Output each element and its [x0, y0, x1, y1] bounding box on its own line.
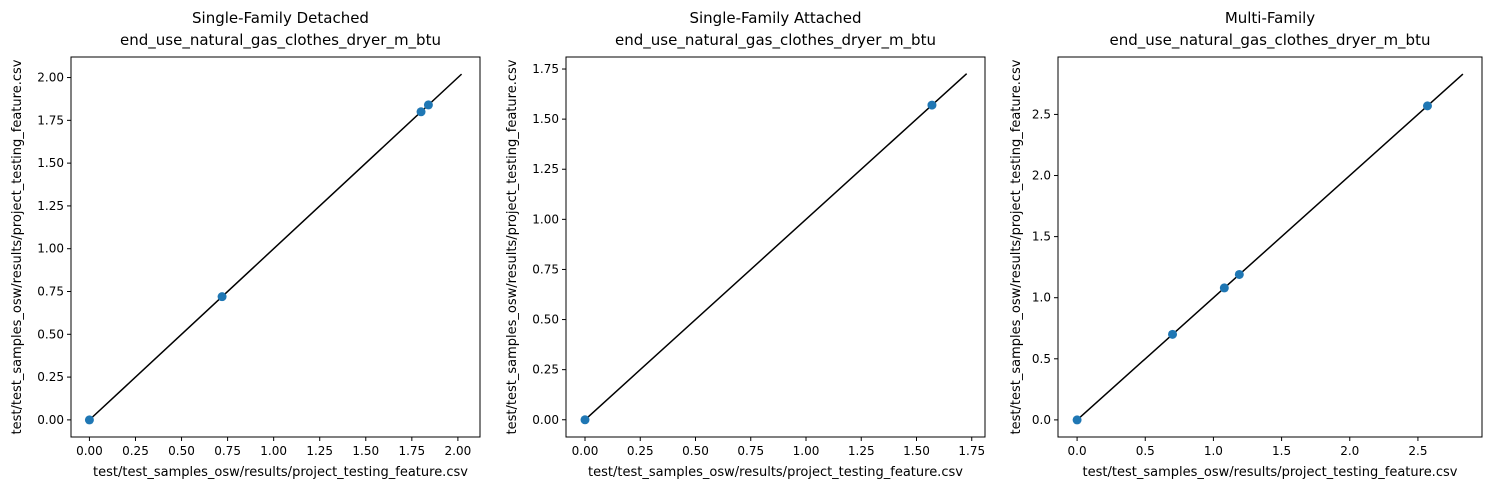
- x-tick-label: 1.75: [958, 444, 985, 458]
- y-tick-label: 2.5: [1032, 107, 1051, 121]
- x-tick-label: 0.25: [627, 444, 654, 458]
- y-tick-label: 0.5: [1032, 352, 1051, 366]
- y-tick-label: 0.75: [37, 285, 64, 299]
- x-tick-label: 1.75: [398, 444, 425, 458]
- y-axis-label: test/test_samples_osw/results/project_te…: [10, 59, 25, 434]
- x-tick-label: 0.75: [737, 444, 764, 458]
- y-tick-label: 0.25: [37, 370, 64, 384]
- y-tick-label: 0.00: [37, 413, 64, 427]
- y-tick-label: 1.75: [532, 62, 559, 76]
- y-tick-label: 1.0: [1032, 291, 1051, 305]
- y-tick-label: 0.50: [532, 313, 559, 327]
- panel-title: Single-Family Attached: [689, 9, 861, 27]
- x-axis-label: test/test_samples_osw/results/project_te…: [1083, 465, 1458, 480]
- scatter-point: [580, 415, 590, 425]
- panel-title: Multi-Family: [1225, 9, 1315, 27]
- x-tick-label: 2.0: [1340, 444, 1359, 458]
- x-tick-label: 0.75: [214, 444, 241, 458]
- scatter-point: [1219, 283, 1229, 293]
- y-tick-label: 1.00: [37, 242, 64, 256]
- scatter-point: [423, 100, 433, 110]
- plot-frame: [1057, 56, 1483, 438]
- x-tick-label: 1.25: [306, 444, 333, 458]
- scatter-point: [1422, 101, 1432, 111]
- x-tick-label: 0.0: [1068, 444, 1087, 458]
- y-tick-label: 0.50: [37, 327, 64, 341]
- panel-subtitle: end_use_natural_gas_clothes_dryer_m_btu: [1110, 31, 1431, 50]
- y-tick-label: 1.50: [532, 112, 559, 126]
- y-tick-label: 1.50: [37, 156, 64, 170]
- y-tick-label: 2.0: [1032, 169, 1051, 183]
- panel-subtitle: end_use_natural_gas_clothes_dryer_m_btu: [615, 31, 936, 50]
- scatter-point: [416, 107, 426, 117]
- scatter-point: [1234, 269, 1244, 279]
- x-tick-label: 1.00: [793, 444, 820, 458]
- y-tick-label: 0.0: [1032, 413, 1051, 427]
- x-tick-label: 0.25: [122, 444, 149, 458]
- y-tick-label: 1.75: [37, 113, 64, 127]
- identity-line: [584, 73, 968, 421]
- x-tick-label: 1.0: [1204, 444, 1223, 458]
- x-tick-label: 1.50: [352, 444, 379, 458]
- y-tick-label: 0.75: [532, 262, 559, 276]
- x-tick-label: 0.50: [682, 444, 709, 458]
- x-axis-label: test/test_samples_osw/results/project_te…: [588, 465, 963, 480]
- x-tick-label: 2.00: [445, 444, 472, 458]
- identity-line: [1076, 73, 1464, 421]
- scatter-point: [84, 415, 94, 425]
- scatter-point: [927, 100, 937, 110]
- x-tick-label: 0.00: [572, 444, 599, 458]
- x-tick-label: 0.00: [76, 444, 103, 458]
- plot-frame: [565, 56, 986, 438]
- y-axis-label: test/test_samples_osw/results/project_te…: [505, 59, 520, 434]
- x-tick-label: 0.50: [168, 444, 195, 458]
- y-tick-label: 1.00: [532, 212, 559, 226]
- panel-multi-family: Multi-Family end_use_natural_gas_clothes…: [1009, 9, 1483, 480]
- x-tick-label: 1.00: [260, 444, 287, 458]
- x-tick-label: 1.25: [848, 444, 875, 458]
- x-axis-label: test/test_samples_osw/results/project_te…: [93, 465, 468, 480]
- identity-line: [88, 73, 463, 421]
- y-tick-label: 1.25: [532, 162, 559, 176]
- x-tick-label: 1.5: [1272, 444, 1291, 458]
- y-tick-label: 1.5: [1032, 230, 1051, 244]
- panel-subtitle: end_use_natural_gas_clothes_dryer_m_btu: [120, 31, 441, 50]
- x-tick-label: 1.50: [903, 444, 930, 458]
- panel-title: Single-Family Detached: [192, 9, 369, 27]
- x-tick-label: 2.5: [1408, 444, 1427, 458]
- y-tick-label: 0.25: [532, 363, 559, 377]
- panel-single-family-detached: Single-Family Detached end_use_natural_g…: [10, 9, 481, 480]
- scatter-point: [217, 292, 227, 302]
- y-tick-label: 1.25: [37, 199, 64, 213]
- y-tick-label: 0.00: [532, 413, 559, 427]
- y-axis-label: test/test_samples_osw/results/project_te…: [1009, 59, 1024, 434]
- y-tick-label: 2.00: [37, 71, 64, 85]
- x-tick-label: 0.5: [1136, 444, 1155, 458]
- scatter-point: [1072, 415, 1082, 425]
- plot-frame: [70, 56, 481, 438]
- panel-single-family-attached: Single-Family Attached end_use_natural_g…: [505, 9, 986, 480]
- scatter-point: [1168, 329, 1178, 339]
